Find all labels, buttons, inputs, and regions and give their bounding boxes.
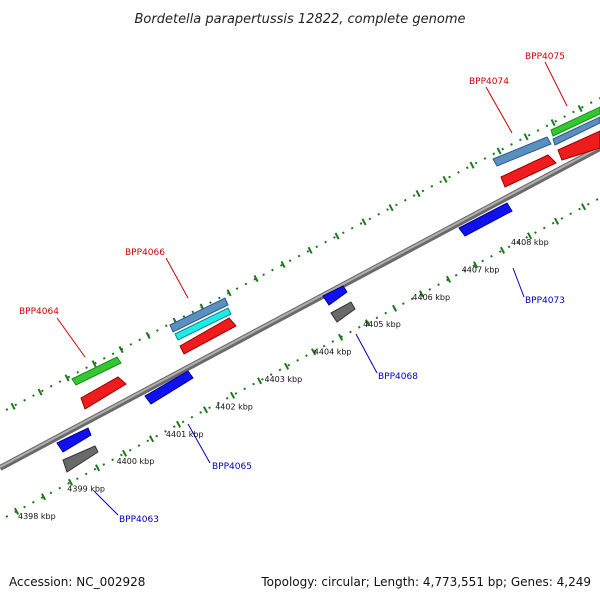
label-bpp4064[interactable]: BPP4064: [19, 307, 59, 317]
gene-bpp4073[interactable]: [458, 202, 513, 237]
tick-mark: [280, 260, 286, 269]
tick-label: 4407 kbp: [462, 265, 500, 274]
tick-mark: [577, 104, 583, 113]
tick-mark: [419, 290, 425, 298]
tick-mark: [415, 190, 421, 198]
tick-label: 4405 kbp: [363, 320, 401, 329]
tick-mark: [14, 507, 20, 515]
tick-mark: [68, 478, 74, 486]
tick-label: 4402 kbp: [215, 402, 253, 411]
tick-mark: [145, 331, 151, 339]
tick-mark: [307, 246, 313, 254]
label-bpp4068[interactable]: BPP4068: [378, 372, 418, 382]
tick-mark: [442, 175, 448, 183]
leader-bpp4065: [187, 423, 211, 464]
tick-mark: [469, 161, 475, 169]
tick-mark: [523, 133, 529, 141]
tick-label: 4399 kbp: [67, 485, 105, 494]
tick-mark: [361, 218, 367, 226]
leader-bpp4075: [544, 61, 568, 107]
tick-mark: [64, 374, 70, 382]
tick-mark: [446, 275, 452, 283]
gene-bpp4063[interactable]: [56, 427, 99, 473]
tick-labels: 4398 kbp 4399 kbp 4400 kbp 4401 kbp 4402 kbp…: [18, 238, 549, 521]
tick-mark: [500, 246, 506, 254]
tick-mark: [230, 391, 236, 399]
tick-mark: [91, 360, 97, 368]
map-title: Bordetella parapertussis 12822, complete…: [135, 12, 466, 27]
label-bpp4074[interactable]: BPP4074: [469, 77, 509, 87]
label-bpp4066[interactable]: BPP4066: [125, 248, 165, 258]
tick-mark: [176, 420, 182, 428]
gene-bpp4064[interactable]: [71, 356, 127, 410]
genome-summary-text: Topology: circular; Length: 4,773,551 bp…: [260, 575, 591, 589]
tick-mark: [473, 261, 479, 269]
tick-mark: [581, 203, 587, 211]
leader-bpp4074: [485, 86, 513, 134]
tick-mark: [253, 275, 259, 283]
genome-backbone: [0, 145, 600, 471]
leader-bpp4063: [93, 490, 119, 516]
tick-mark: [284, 362, 290, 370]
tick-label: 4404 kbp: [314, 348, 352, 357]
tick-mark: [203, 406, 209, 414]
tick-mark: [122, 449, 128, 457]
tick-mark: [149, 435, 155, 443]
tick-mark: [334, 232, 340, 240]
tick-label: 4401 kbp: [166, 430, 204, 439]
label-bpp4073[interactable]: BPP4073: [525, 296, 565, 306]
label-bpp4075[interactable]: BPP4075: [525, 52, 565, 62]
tick-label: 4403 kbp: [265, 375, 303, 384]
tick-mark: [554, 217, 560, 225]
gene-bpp4074[interactable]: [492, 136, 557, 188]
tick-label: 4408 kbp: [511, 238, 549, 247]
label-bpp4063[interactable]: BPP4063: [119, 515, 159, 525]
tick-mark: [550, 119, 556, 127]
tick-mark: [365, 319, 371, 327]
tick-mark: [392, 304, 398, 312]
tick-mark: [496, 147, 502, 155]
tick-mark: [118, 346, 124, 354]
tick-mark: [41, 493, 47, 501]
tick-mark: [338, 333, 344, 341]
tick-mark: [257, 377, 263, 385]
major-ticks: [10, 104, 587, 515]
gene-bpp4068[interactable]: [322, 285, 356, 323]
tick-mark: [95, 464, 101, 472]
gene-bpp4065[interactable]: [144, 370, 194, 405]
leader-bpp4073: [512, 267, 525, 298]
tick-mark: [226, 289, 232, 297]
outer-tick-track: [5, 97, 600, 411]
leader-bpp4066: [165, 257, 189, 299]
accession-text: Accession: NC_002928: [9, 575, 145, 589]
leader-bpp4068: [355, 333, 378, 374]
tick-label: 4400 kbp: [117, 457, 155, 466]
gene-bpp4075[interactable]: [550, 106, 600, 161]
tick-label: 4406 kbp: [412, 293, 450, 302]
tick-mark: [10, 402, 16, 410]
gene-bpp4066[interactable]: [169, 297, 237, 355]
inner-tick-track: [5, 197, 600, 518]
label-bpp4065[interactable]: BPP4065: [212, 462, 252, 472]
tick-mark: [388, 204, 394, 212]
tick-mark: [37, 388, 43, 396]
leader-bpp4064: [56, 317, 86, 358]
tick-mark: [311, 348, 317, 356]
tick-mark: [527, 232, 533, 240]
tick-label: 4398 kbp: [18, 512, 56, 521]
